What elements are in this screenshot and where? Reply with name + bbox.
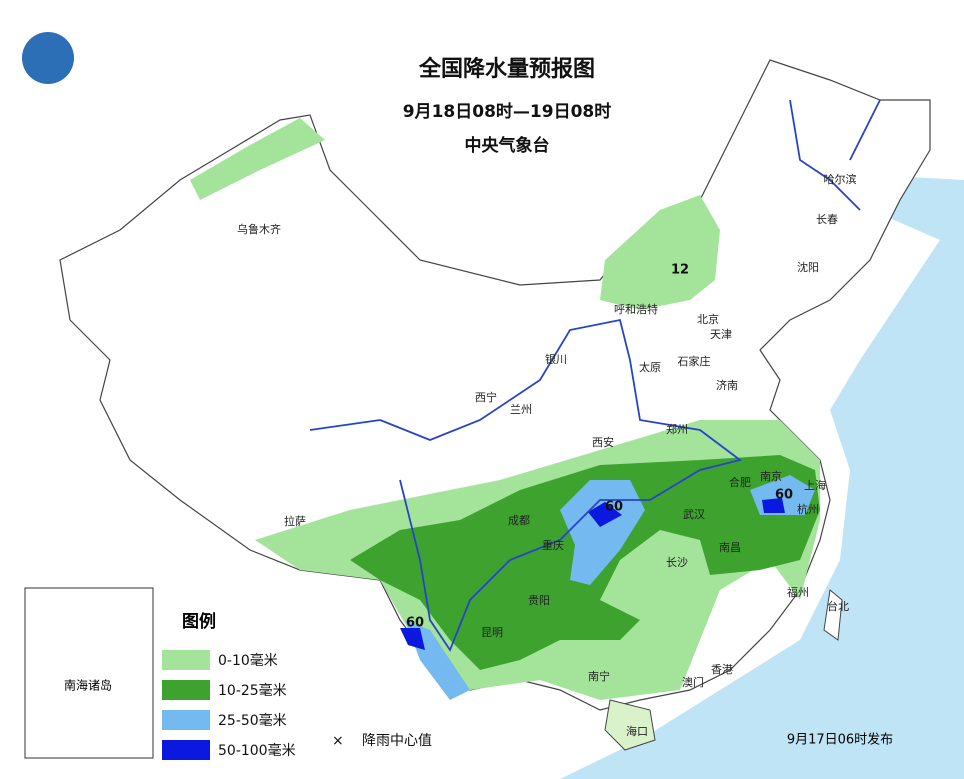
- legend-title: 图例: [182, 611, 216, 632]
- logo: [22, 32, 74, 84]
- sea: [560, 170, 964, 779]
- city-label: 香港: [711, 663, 733, 676]
- city-label: 澳门: [682, 675, 704, 689]
- city-label: 合肥: [729, 475, 751, 489]
- city-label: 西安: [592, 435, 614, 449]
- city-label: 福州: [787, 585, 809, 599]
- rain-center-value: 60: [775, 488, 793, 503]
- city-label: 南京: [760, 469, 782, 483]
- city-label: 兰州: [510, 403, 532, 416]
- city-label: 重庆: [542, 538, 564, 552]
- rain-center-value: 60: [605, 500, 623, 515]
- city-label: 哈尔滨: [824, 172, 857, 186]
- city-label: 杭州: [797, 502, 819, 516]
- rain-25-50-a: [560, 480, 645, 585]
- city-label: 济南: [716, 378, 738, 392]
- legend-swatch: [162, 740, 210, 760]
- rain-center-value: 12: [671, 263, 689, 278]
- rain-0-10-nw: [190, 118, 325, 200]
- center-label: 降雨中心值: [362, 733, 432, 749]
- city-label: 长沙: [666, 556, 688, 569]
- city-label: 成都: [508, 514, 530, 527]
- city-label: 西宁: [475, 390, 497, 404]
- rain-50-100-a: [588, 502, 622, 527]
- inset-label: 南海诸岛: [64, 678, 112, 693]
- city-label: 乌鲁木齐: [237, 222, 281, 236]
- rain-0-10-north: [600, 195, 720, 310]
- city-label: 南昌: [719, 541, 741, 554]
- rain-50-100-b: [762, 498, 785, 513]
- legend-label: 0-10毫米: [218, 652, 278, 669]
- inset-frame: [24, 587, 154, 759]
- city-label: 贵阳: [528, 594, 550, 607]
- city-label: 太原: [639, 361, 661, 374]
- river: [309, 318, 743, 652]
- city-label: 北京: [697, 312, 719, 326]
- city-label: 银川: [545, 352, 567, 366]
- issuer: 中央气象台: [465, 135, 550, 156]
- legend-label: 50-100毫米: [218, 742, 296, 759]
- legend-label: 25-50毫米: [218, 712, 287, 729]
- center-symbol: ×: [332, 733, 344, 749]
- city-label: 上海: [804, 478, 826, 492]
- river: [789, 99, 881, 211]
- legend-swatch: [162, 710, 210, 730]
- title: 全国降水量预报图: [418, 56, 595, 82]
- legend-swatch: [162, 650, 210, 670]
- city-label: 呼和浩特: [614, 302, 658, 316]
- city-label: 石家庄: [678, 354, 711, 368]
- city-label: 台北: [827, 599, 849, 613]
- legend-label: 10-25毫米: [218, 682, 287, 699]
- city-label: 海口: [626, 724, 648, 738]
- footer: 9月17日06时发布: [787, 732, 893, 748]
- city-label: 武汉: [683, 508, 705, 521]
- city-label: 拉萨: [284, 514, 306, 528]
- city-label: 沈阳: [797, 260, 819, 274]
- city-label: 昆明: [481, 626, 503, 639]
- city-label: 天津: [710, 328, 732, 341]
- city-label: 长春: [816, 213, 838, 226]
- rain-50-100-c: [400, 628, 425, 650]
- legend-swatch: [162, 680, 210, 700]
- city-label: 郑州: [666, 422, 688, 436]
- rain-center-value: 60: [406, 616, 424, 631]
- inset: 南海诸岛: [24, 587, 154, 759]
- hainan: [604, 699, 656, 751]
- taiwan: [823, 589, 843, 641]
- period: 9月18日08时—19日08时: [403, 102, 611, 122]
- city-label: 南宁: [588, 669, 610, 683]
